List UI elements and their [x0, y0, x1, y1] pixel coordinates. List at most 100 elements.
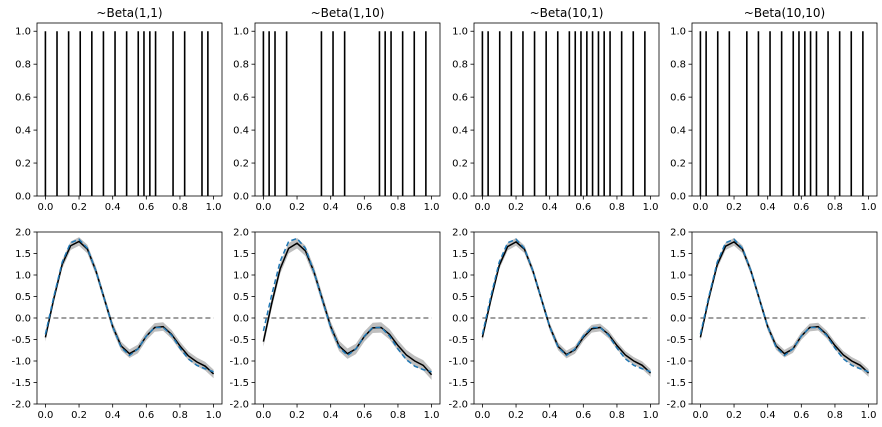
bar-panel-2: ~Beta(1,10) 0.0 0.2 0.4 0.6 0.8 1.0 0.0 0.2 0.4 0.… — [233, 6, 441, 213]
y-tick-label: -1.5 — [448, 378, 468, 389]
x-tick-label: 0.6 — [575, 410, 591, 421]
y-tick-label: -1.5 — [229, 378, 249, 389]
x-tick-label: 0.2 — [508, 202, 524, 213]
x-tick-label: 0.0 — [474, 202, 490, 213]
line-panel-2: 0.0 0.2 0.4 0.6 0.8 1.0 -2.0 -1.5 -1.0 -0.5 0.0 0.5… — [229, 228, 441, 421]
y-tick-label: 0.0 — [233, 314, 249, 325]
y-tick-label: 0.2 — [452, 159, 468, 170]
confidence-band — [263, 238, 432, 380]
y-tick-label: -0.5 — [11, 335, 31, 346]
y-tick-label: 0.8 — [233, 60, 249, 71]
bar-panel-4: ~Beta(10,10) 0.0 0.2 0.4 0.6 0.8 1.0 0.0 0.2 0.4 0… — [670, 6, 878, 213]
panel-title: ~Beta(10,10) — [744, 6, 825, 20]
x-tick-label: 0.4 — [105, 410, 121, 421]
axes-frame — [36, 22, 223, 197]
x-tick-label: 0.4 — [760, 202, 776, 213]
true-function-line — [699, 238, 869, 373]
true-function-line — [262, 237, 432, 373]
y-tick-label: 1.0 — [670, 271, 686, 282]
y-tick-label: 0.4 — [670, 126, 686, 137]
y-tick-label: 1.0 — [15, 271, 31, 282]
y-tick-label: 0.0 — [670, 192, 686, 203]
y-tick-label: 0.4 — [15, 126, 31, 137]
y-tick-label: -2.0 — [448, 400, 468, 411]
x-tick-label: 0.4 — [323, 410, 339, 421]
x-tick-label: 0.0 — [692, 410, 708, 421]
y-tick-label: 0.0 — [233, 192, 249, 203]
y-tick-label: 0.4 — [233, 126, 249, 137]
x-tick-label: 0.2 — [508, 410, 524, 421]
x-tick-label: 0.2 — [289, 202, 305, 213]
x-tick-label: 0.8 — [827, 410, 843, 421]
y-tick-label: 2.0 — [452, 228, 468, 239]
y-tick-label: 0.2 — [15, 159, 31, 170]
x-tick-label: 1.0 — [643, 410, 659, 421]
posterior-mean-line — [44, 240, 215, 375]
line-panel-4: 0.0 0.2 0.4 0.6 0.8 1.0 -2.0 -1.5 -1.0 -0.5 0.0 0.5… — [666, 228, 878, 421]
true-function-line — [481, 238, 651, 373]
y-tick-label: 1.0 — [452, 27, 468, 38]
y-tick-label: -1.5 — [11, 378, 31, 389]
x-tick-label: 0.8 — [609, 410, 625, 421]
y-tick-label: -2.0 — [666, 400, 686, 411]
y-tick-label: 1.5 — [452, 249, 468, 260]
x-tick-label: 0.6 — [793, 410, 809, 421]
true-function-line — [44, 238, 214, 373]
panel-title: ~Beta(1,1) — [96, 6, 162, 20]
x-tick-label: 0.0 — [255, 202, 271, 213]
x-tick-label: 0.8 — [172, 202, 188, 213]
y-tick-label: 1.5 — [670, 249, 686, 260]
x-tick-label: 0.0 — [37, 410, 53, 421]
y-tick-label: -2.0 — [229, 400, 249, 411]
x-tick-label: 0.4 — [760, 410, 776, 421]
y-tick-label: -1.0 — [229, 357, 249, 368]
x-tick-label: 0.6 — [356, 410, 372, 421]
y-tick-label: 0.2 — [233, 159, 249, 170]
x-tick-label: 0.4 — [542, 410, 558, 421]
y-tick-label: 0.0 — [15, 314, 31, 325]
y-tick-label: 1.5 — [15, 249, 31, 260]
y-tick-label: 0.5 — [233, 292, 249, 303]
x-tick-label: 0.6 — [138, 410, 154, 421]
axes-frame — [473, 22, 660, 197]
confidence-band — [45, 237, 214, 379]
x-tick-label: 1.0 — [861, 202, 877, 213]
y-tick-label: 2.0 — [15, 228, 31, 239]
x-tick-label: 0.0 — [474, 410, 490, 421]
y-tick-label: 0.5 — [452, 292, 468, 303]
y-tick-label: -0.5 — [229, 335, 249, 346]
y-tick-label: -1.5 — [666, 378, 686, 389]
y-tick-label: 0.0 — [670, 314, 686, 325]
bar-panel-1: ~Beta(1,1) 0.0 0.2 0.4 0.6 0.8 1.0 0.0 0.2 0.4 0.6… — [15, 6, 223, 213]
x-tick-label: 1.0 — [206, 202, 222, 213]
y-tick-label: -0.5 — [448, 335, 468, 346]
x-tick-label: 0.6 — [793, 202, 809, 213]
bar-panel-3: ~Beta(10,1) 0.0 0.2 0.4 0.6 0.8 1.0 0.0 0.2 0.4 0.… — [452, 6, 660, 213]
line-panel-3: 0.0 0.2 0.4 0.6 0.8 1.0 -2.0 -1.5 -1.0 -0.5 0.0 0.5… — [448, 228, 660, 421]
y-tick-label: 1.5 — [233, 249, 249, 260]
y-tick-label: 0.6 — [452, 93, 468, 104]
x-tick-label: 0.6 — [575, 202, 591, 213]
y-tick-label: 0.5 — [15, 292, 31, 303]
y-tick-label: 0.2 — [670, 159, 686, 170]
x-tick-label: 0.0 — [692, 202, 708, 213]
x-tick-label: 0.4 — [542, 202, 558, 213]
y-tick-label: 2.0 — [670, 228, 686, 239]
y-tick-label: 1.0 — [15, 27, 31, 38]
x-tick-label: 0.0 — [37, 202, 53, 213]
y-tick-label: 1.0 — [233, 271, 249, 282]
y-tick-label: -1.0 — [448, 357, 468, 368]
panel-title: ~Beta(1,10) — [311, 6, 385, 20]
y-tick-label: -1.0 — [11, 357, 31, 368]
y-tick-label: -1.0 — [666, 357, 686, 368]
y-tick-label: 0.0 — [452, 314, 468, 325]
x-tick-label: 0.0 — [255, 410, 271, 421]
x-tick-label: 1.0 — [643, 202, 659, 213]
confidence-band — [700, 238, 869, 377]
y-tick-label: -2.0 — [11, 400, 31, 411]
posterior-mean-line — [262, 242, 433, 376]
y-tick-label: 0.8 — [670, 60, 686, 71]
x-tick-label: 0.2 — [289, 410, 305, 421]
y-tick-label: 2.0 — [233, 228, 249, 239]
